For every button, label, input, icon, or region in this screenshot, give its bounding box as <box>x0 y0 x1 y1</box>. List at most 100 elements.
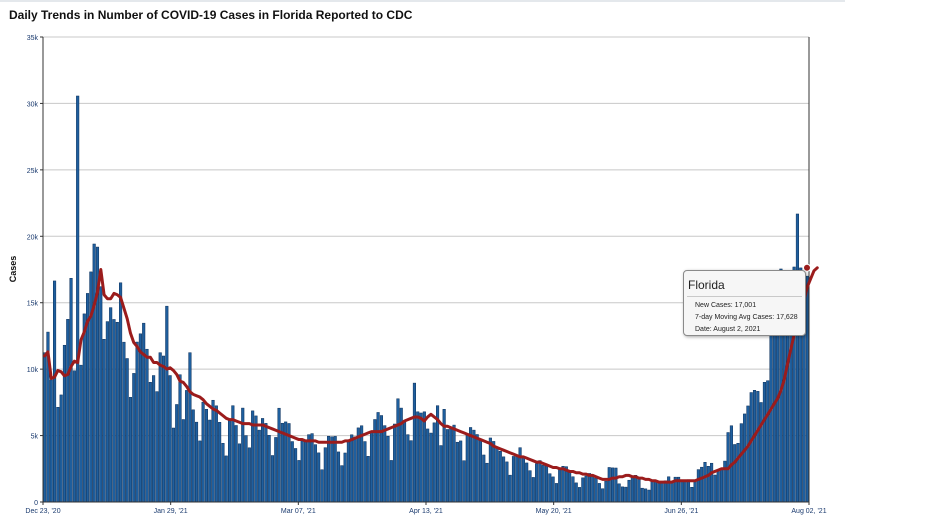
new-cases-bar[interactable] <box>660 481 664 503</box>
new-cases-bar[interactable] <box>769 330 773 503</box>
new-cases-bar[interactable] <box>62 344 67 503</box>
new-cases-bar[interactable] <box>99 286 103 503</box>
new-cases-bar[interactable] <box>620 486 625 503</box>
new-cases-bar[interactable] <box>693 481 697 503</box>
new-cases-bar[interactable] <box>247 447 251 503</box>
new-cases-bar[interactable] <box>270 455 275 503</box>
new-cases-bar[interactable] <box>634 475 638 503</box>
new-cases-bar[interactable] <box>165 305 169 503</box>
new-cases-bar[interactable] <box>426 428 430 503</box>
new-cases-bar[interactable] <box>597 483 601 503</box>
new-cases-bar[interactable] <box>422 411 426 503</box>
new-cases-bar[interactable] <box>383 425 387 503</box>
new-cases-bar[interactable] <box>194 421 199 503</box>
new-cases-bar[interactable] <box>429 432 433 503</box>
new-cases-bar[interactable] <box>439 445 443 503</box>
new-cases-bar[interactable] <box>191 409 195 503</box>
new-cases-bar[interactable] <box>478 439 483 503</box>
new-cases-bar[interactable] <box>267 435 271 503</box>
new-cases-bar[interactable] <box>465 433 469 503</box>
new-cases-bar[interactable] <box>445 429 450 503</box>
new-cases-bar[interactable] <box>462 460 466 503</box>
new-cases-bars[interactable] <box>43 95 809 503</box>
new-cases-bar[interactable] <box>323 447 327 503</box>
new-cases-bar[interactable] <box>257 429 261 503</box>
new-cases-bar[interactable] <box>706 466 710 503</box>
new-cases-bar[interactable] <box>577 487 582 503</box>
new-cases-bar[interactable] <box>611 467 615 503</box>
new-cases-bar[interactable] <box>568 470 572 503</box>
new-cases-bar[interactable] <box>122 341 126 503</box>
new-cases-bar[interactable] <box>49 379 53 503</box>
new-cases-bar[interactable] <box>161 355 166 503</box>
new-cases-bar[interactable] <box>69 278 73 503</box>
new-cases-bar[interactable] <box>135 341 139 503</box>
new-cases-bar[interactable] <box>746 405 750 503</box>
new-cases-bar[interactable] <box>313 444 317 503</box>
new-cases-bar[interactable] <box>379 415 383 503</box>
new-cases-bar[interactable] <box>561 466 565 503</box>
new-cases-bar[interactable] <box>719 468 724 503</box>
new-cases-bar[interactable] <box>663 480 667 503</box>
new-cases-bar[interactable] <box>115 321 119 503</box>
new-cases-bar[interactable] <box>228 418 232 503</box>
new-cases-bar[interactable] <box>766 380 770 503</box>
new-cases-bar[interactable] <box>505 461 509 503</box>
new-cases-bar[interactable] <box>376 412 380 503</box>
new-cases-bar[interactable] <box>274 437 278 503</box>
new-cases-bar[interactable] <box>502 456 506 503</box>
new-cases-bar[interactable] <box>366 456 370 503</box>
new-cases-bar[interactable] <box>617 483 621 503</box>
new-cases-bar[interactable] <box>538 460 542 503</box>
new-cases-bar[interactable] <box>723 460 727 503</box>
new-cases-bar[interactable] <box>350 434 354 503</box>
new-cases-bar[interactable] <box>43 352 47 503</box>
new-cases-bar[interactable] <box>604 480 608 503</box>
new-cases-bar[interactable] <box>208 419 212 503</box>
new-cases-bar[interactable] <box>92 243 96 503</box>
new-cases-bar[interactable] <box>221 443 225 503</box>
new-cases-bar[interactable] <box>402 420 407 503</box>
new-cases-bar[interactable] <box>294 448 298 503</box>
new-cases-bar[interactable] <box>485 462 489 503</box>
new-cases-bar[interactable] <box>511 456 516 503</box>
new-cases-bar[interactable] <box>624 486 628 503</box>
new-cases-bar[interactable] <box>320 469 324 503</box>
new-cases-bar[interactable] <box>218 422 222 503</box>
new-cases-bar[interactable] <box>142 322 146 503</box>
new-cases-bar[interactable] <box>155 391 159 503</box>
new-cases-bar[interactable] <box>201 401 205 503</box>
new-cases-bar[interactable] <box>772 319 776 503</box>
new-cases-bar[interactable] <box>109 307 113 503</box>
new-cases-bar[interactable] <box>442 409 446 503</box>
new-cases-bar[interactable] <box>175 404 179 503</box>
new-cases-bar[interactable] <box>317 452 321 503</box>
new-cases-bar[interactable] <box>237 443 241 503</box>
new-cases-bar[interactable] <box>574 482 578 503</box>
new-cases-bar[interactable] <box>112 319 116 503</box>
new-cases-bar[interactable] <box>739 423 743 503</box>
new-cases-bar[interactable] <box>363 441 367 503</box>
new-cases-bar[interactable] <box>614 467 618 503</box>
new-cases-bar[interactable] <box>171 427 175 503</box>
new-cases-bar[interactable] <box>181 419 185 503</box>
new-cases-bar[interactable] <box>389 460 393 503</box>
new-cases-bar[interactable] <box>132 373 136 503</box>
new-cases-bar[interactable] <box>594 477 598 503</box>
new-cases-bar[interactable] <box>369 431 374 503</box>
new-cases-bar[interactable] <box>449 428 453 503</box>
new-cases-bar[interactable] <box>587 473 591 503</box>
new-cases-bar[interactable] <box>508 474 512 503</box>
new-cases-bar[interactable] <box>336 451 341 503</box>
new-cases-bar[interactable] <box>736 443 740 503</box>
new-cases-bar[interactable] <box>178 374 182 503</box>
new-cases-bar[interactable] <box>531 477 535 503</box>
new-cases-bar[interactable] <box>393 423 397 503</box>
new-cases-bar[interactable] <box>211 399 215 503</box>
new-cases-bar[interactable] <box>743 413 747 503</box>
new-cases-bar[interactable] <box>59 394 63 503</box>
new-cases-bar[interactable] <box>640 487 644 503</box>
new-cases-bar[interactable] <box>386 435 390 503</box>
new-cases-bar[interactable] <box>290 441 294 503</box>
new-cases-bar[interactable] <box>53 280 57 503</box>
